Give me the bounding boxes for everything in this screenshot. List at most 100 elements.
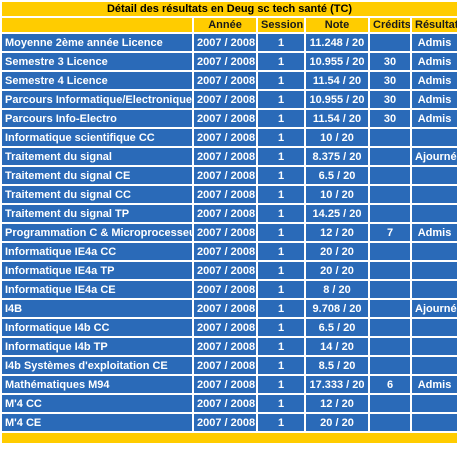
table-row: Traitement du signal TP 2007 / 2008 1 14.25… — [2, 205, 457, 222]
row-credits: 7 — [370, 224, 410, 241]
row-session: 1 — [258, 243, 304, 260]
table-row: Informatique IE4a TP 2007 / 2008 1 20 / 20 — [2, 262, 457, 279]
row-annee: 2007 / 2008 — [194, 262, 256, 279]
row-annee: 2007 / 2008 — [194, 376, 256, 393]
row-session: 1 — [258, 72, 304, 89]
row-annee: 2007 / 2008 — [194, 319, 256, 336]
row-resultat — [412, 357, 457, 374]
row-resultat: Admis — [412, 224, 457, 241]
header-blank — [2, 18, 192, 32]
row-annee: 2007 / 2008 — [194, 395, 256, 412]
table-row: Programmation C & Microprocesseurs 2007 /… — [2, 224, 457, 241]
row-resultat — [412, 395, 457, 412]
row-label: Parcours Info-Electro — [2, 110, 192, 127]
row-credits: 30 — [370, 72, 410, 89]
row-note: 10 / 20 — [306, 186, 368, 203]
table-row: Moyenne 2ème année Licence 2007 / 2008 1 11… — [2, 34, 457, 51]
row-session: 1 — [258, 167, 304, 184]
row-resultat — [412, 186, 457, 203]
row-note: 20 / 20 — [306, 414, 368, 431]
row-label: I4b Systèmes d'exploitation CE — [2, 357, 192, 374]
row-annee: 2007 / 2008 — [194, 129, 256, 146]
row-session: 1 — [258, 129, 304, 146]
row-note: 10.955 / 20 — [306, 91, 368, 108]
row-note: 8 / 20 — [306, 281, 368, 298]
table-row: Parcours Info-Electro 2007 / 2008 1 11.54 /… — [2, 110, 457, 127]
row-credits: 6 — [370, 376, 410, 393]
row-note: 17.333 / 20 — [306, 376, 368, 393]
row-resultat — [412, 167, 457, 184]
row-credits — [370, 148, 410, 165]
row-credits — [370, 262, 410, 279]
row-credits: 30 — [370, 53, 410, 70]
row-note: 6.5 / 20 — [306, 319, 368, 336]
row-label: M'4 CE — [2, 414, 192, 431]
row-note: 11.54 / 20 — [306, 110, 368, 127]
table-row: I4B 2007 / 2008 1 9.708 / 20 Ajourné — [2, 300, 457, 317]
row-annee: 2007 / 2008 — [194, 53, 256, 70]
row-note: 11.248 / 20 — [306, 34, 368, 51]
table-row: Traitement du signal CC 2007 / 2008 1 10 / … — [2, 186, 457, 203]
header-annee: Année — [194, 18, 256, 32]
table-row: Informatique I4b CC 2007 / 2008 1 6.5 / 20 — [2, 319, 457, 336]
row-annee: 2007 / 2008 — [194, 338, 256, 355]
row-credits — [370, 167, 410, 184]
row-session: 1 — [258, 34, 304, 51]
table-row: Informatique IE4a CE 2007 / 2008 1 8 / 20 — [2, 281, 457, 298]
table-row: Traitement du signal 2007 / 2008 1 8.375 / … — [2, 148, 457, 165]
table-row: Mathématiques M94 2007 / 2008 1 17.333 / 20… — [2, 376, 457, 393]
row-credits — [370, 414, 410, 431]
row-resultat — [412, 319, 457, 336]
row-note: 8.375 / 20 — [306, 148, 368, 165]
row-note: 12 / 20 — [306, 395, 368, 412]
row-label: Programmation C & Microprocesseurs — [2, 224, 192, 241]
row-resultat: Admis — [412, 110, 457, 127]
row-session: 1 — [258, 186, 304, 203]
row-session: 1 — [258, 376, 304, 393]
row-annee: 2007 / 2008 — [194, 224, 256, 241]
row-note: 6.5 / 20 — [306, 167, 368, 184]
row-resultat — [412, 414, 457, 431]
table-row: Informatique IE4a CC 2007 / 2008 1 20 / 20 — [2, 243, 457, 260]
row-label: Traitement du signal CC — [2, 186, 192, 203]
table-row: Semestre 3 Licence 2007 / 2008 1 10.955 / 2… — [2, 53, 457, 70]
row-label: Mathématiques M94 — [2, 376, 192, 393]
row-resultat — [412, 243, 457, 260]
row-annee: 2007 / 2008 — [194, 148, 256, 165]
row-resultat: Ajourné — [412, 148, 457, 165]
row-session: 1 — [258, 338, 304, 355]
row-session: 1 — [258, 205, 304, 222]
row-annee: 2007 / 2008 — [194, 243, 256, 260]
row-label: Traitement du signal — [2, 148, 192, 165]
header-session: Session — [258, 18, 304, 32]
row-credits — [370, 129, 410, 146]
row-credits — [370, 186, 410, 203]
header-note: Note — [306, 18, 368, 32]
table-row: Traitement du signal CE 2007 / 2008 1 6.5 /… — [2, 167, 457, 184]
table-row: I4b Systèmes d'exploitation CE 2007 / 200… — [2, 357, 457, 374]
row-session: 1 — [258, 300, 304, 317]
table-caption: Détail des résultats en Deug sc tech san… — [2, 2, 457, 16]
row-label: Informatique scientifique CC — [2, 129, 192, 146]
row-label: I4B — [2, 300, 192, 317]
row-annee: 2007 / 2008 — [194, 72, 256, 89]
row-note: 10.955 / 20 — [306, 53, 368, 70]
row-credits: 30 — [370, 110, 410, 127]
row-resultat: Admis — [412, 72, 457, 89]
table-row: M'4 CC 2007 / 2008 1 12 / 20 — [2, 395, 457, 412]
table-header-row: Année Session Note Crédits Résultat — [2, 18, 457, 32]
row-label: Traitement du signal CE — [2, 167, 192, 184]
row-session: 1 — [258, 110, 304, 127]
row-annee: 2007 / 2008 — [194, 300, 256, 317]
row-label: Informatique IE4a TP — [2, 262, 192, 279]
row-note: 20 / 20 — [306, 243, 368, 260]
row-resultat: Admis — [412, 34, 457, 51]
row-annee: 2007 / 2008 — [194, 205, 256, 222]
header-credits: Crédits — [370, 18, 410, 32]
row-annee: 2007 / 2008 — [194, 281, 256, 298]
row-label: Traitement du signal TP — [2, 205, 192, 222]
table-footer — [2, 433, 457, 443]
row-resultat — [412, 338, 457, 355]
row-label: Informatique IE4a CC — [2, 243, 192, 260]
